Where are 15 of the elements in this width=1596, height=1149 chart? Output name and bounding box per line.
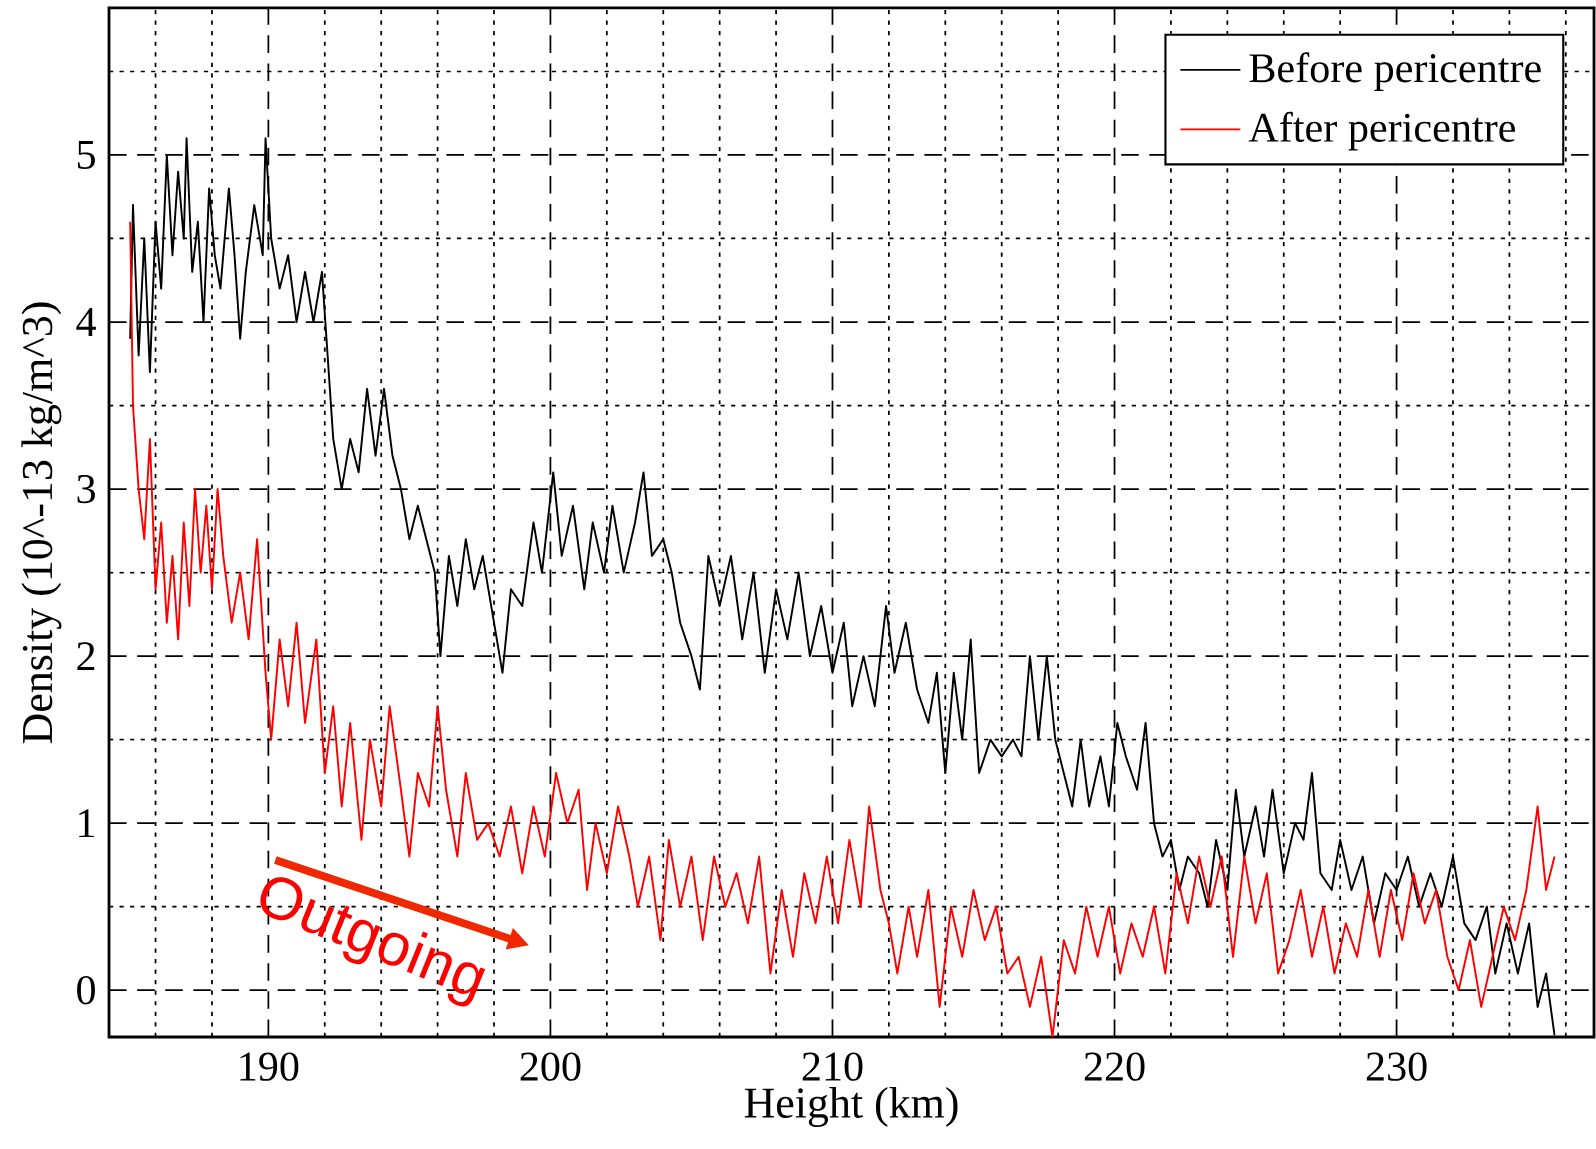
x-tick-label: 200 [520,1052,581,1081]
y-tick-label: 5 [77,140,95,169]
x-tick-label: 230 [1366,1052,1427,1081]
legend-label: After pericentre [1248,111,1515,151]
y-tick-label: 0 [77,975,95,1005]
x-axis-title: Height (km) [744,1086,958,1127]
y-tick-label: 3 [77,474,95,504]
x-tick-label: 210 [802,1052,863,1081]
x-tick-label: 220 [1084,1052,1145,1081]
legend-label: Before pericentre [1249,52,1541,91]
x-tick-label: 190 [240,1052,299,1081]
y-tick-label: 1 [79,809,95,838]
y-axis-title: Density (10^-13 kg/m^3) [21,302,62,744]
y-tick-label: 4 [76,308,96,336]
y-tick-label: 2 [77,642,95,671]
